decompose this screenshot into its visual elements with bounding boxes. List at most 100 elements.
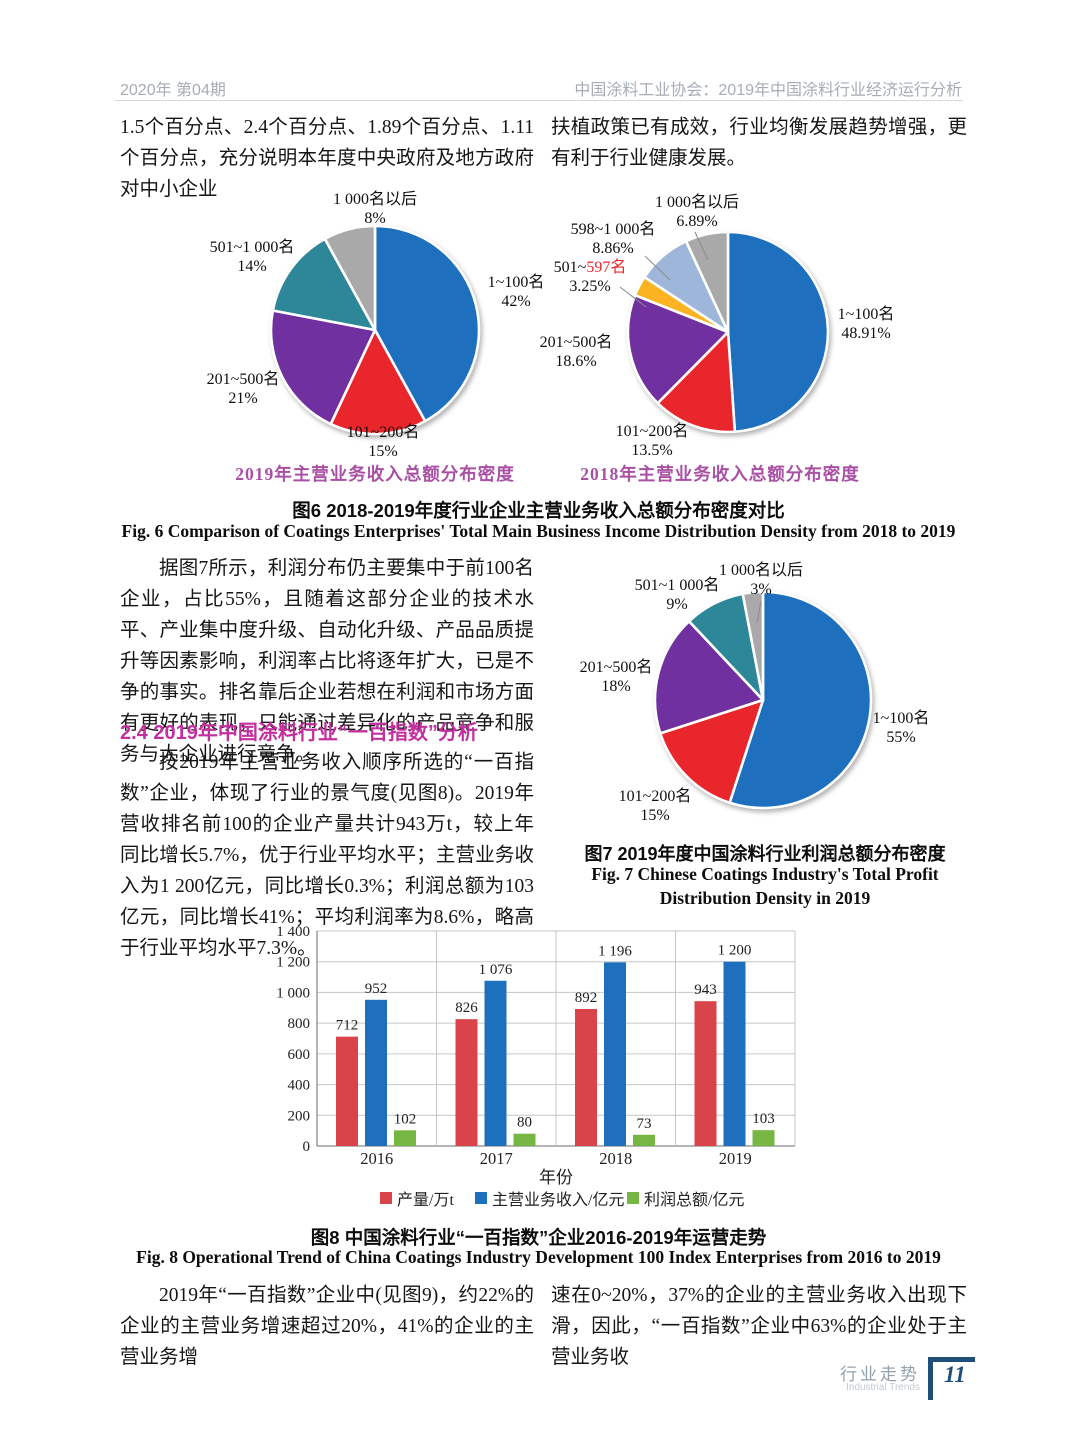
pie-slice <box>728 590 873 810</box>
bar <box>484 980 507 1146</box>
y-axis-tick: 800 <box>288 1016 311 1032</box>
pie-slice-label: 101~200名 13.5% <box>616 422 689 459</box>
bar-chart-fig8-svg: 0 200 400 600 800 1 000 1 200 1 400 712 952 102 201… <box>276 924 796 1187</box>
bar <box>575 1009 597 1146</box>
y-axis-tick: 400 <box>288 1078 311 1094</box>
legend-item-revenue: 主营业务收入/亿元 <box>475 1186 624 1210</box>
leader-line <box>694 231 709 261</box>
bar-value-label: 712 <box>336 1018 359 1034</box>
pie-slice-label: 598~1 000名 8.86% <box>571 220 656 257</box>
pie-slices <box>626 230 830 434</box>
body-paragraph-1: 据图7所示，利润分布仍主要集中于前100名企业，占比55%，且随着这部分企业的技… <box>120 558 534 765</box>
bar <box>723 961 746 1146</box>
pie-slice <box>653 619 765 735</box>
bar <box>513 1133 536 1146</box>
bar <box>633 1134 655 1146</box>
x-axis-label: 2019 <box>719 1149 752 1168</box>
footer-section-zh: 行业走势 <box>840 1365 920 1384</box>
pie-slice <box>329 328 427 436</box>
figure8-caption-zh: 图8 中国涂料行业“一百指数”企业2016-2019年运营走势 <box>310 1227 767 1248</box>
page-number: 11 <box>944 1362 966 1387</box>
bar <box>455 1019 478 1146</box>
legend-swatch-blue-icon <box>475 1192 487 1204</box>
bar <box>336 1036 358 1146</box>
bar-value-label: 826 <box>455 1000 478 1016</box>
leader-line <box>644 255 671 281</box>
bar-legend: 产量/万t 主营业务收入/亿元 利润总额/亿元 <box>280 1186 830 1209</box>
pie-slice-label: 1~100名 42% <box>488 273 545 310</box>
y-axis-tick: 600 <box>288 1047 311 1063</box>
pie-slice-label: 1 000名以后 8% <box>333 190 417 227</box>
figure6-caption-en: Fig. 6 Comparison of Coatings Enterprise… <box>121 521 956 541</box>
leader-line <box>619 286 647 308</box>
pie-slice-label: 101~200名 15% <box>347 423 420 460</box>
pie-chart-2019-profit-svg: 1~100名 55% 101~200名 15% 201~500名 18% 501~1 000… <box>580 561 930 824</box>
bar-value-label: 892 <box>575 990 598 1006</box>
figure8-caption-en: Fig. 8 Operational Trend of China Coatin… <box>136 1247 941 1267</box>
y-axis-tick: 1 200 <box>276 955 310 971</box>
bar-value-label: 952 <box>365 981 388 997</box>
pie-slice <box>269 309 377 426</box>
pie-slice <box>323 224 377 332</box>
x-axis-label: 2017 <box>480 1149 513 1168</box>
y-axis-tick: 1 000 <box>276 985 310 1001</box>
figure7-caption-en-line1: Fig. 7 Chinese Coatings Industry's Total… <box>591 864 939 884</box>
pie-slice-label: 501~1 000名 14% <box>210 238 295 275</box>
pie-slice <box>726 230 830 434</box>
bar-value-label: 103 <box>752 1111 775 1127</box>
pie-slice-label: 1~100名 48.91% <box>838 305 895 342</box>
bar-value-label: 73 <box>637 1116 652 1132</box>
pie-chart-2018-income-svg: 1~100名 48.91% 101~200名 13.5% 201~500名 18.6% 50… <box>540 193 895 459</box>
pie-slice-label: 1 000名以后 3% <box>719 561 803 598</box>
y-axis-tick: 0 <box>303 1139 311 1155</box>
header-issue: 2020年 第04期 <box>120 82 226 99</box>
pie-slice-label: 201~500名 18% <box>580 658 653 695</box>
legend-swatch-green-icon <box>627 1192 639 1204</box>
header-rule <box>115 100 963 101</box>
intro-paragraph-right: 扶植政策已有成效，行业均衡发展趋势增强，更有利于行业健康发展。 <box>551 117 967 169</box>
pie-slice-label: 501~1 000名 9% <box>635 576 720 613</box>
figure7-caption-en-line2: Distribution Density in 2019 <box>659 888 871 908</box>
pie-slice <box>373 224 481 423</box>
section-heading-2-4: 2.4 2019年中国涂料行业“一百指数”分析 <box>120 722 478 744</box>
pie-chart-2019-profit: 1~100名 55% 101~200名 15% 201~500名 18% 501~1 000… <box>560 555 990 855</box>
y-axis-tick: 200 <box>288 1108 311 1124</box>
bar-value-label: 1 076 <box>479 962 513 978</box>
pie-chart-2019-income: 1~100名 42% 101~200名 15% 201~500名 21% 501~1 000… <box>130 190 610 480</box>
x-axis-title: 年份 <box>539 1168 573 1187</box>
x-axis-label: 2016 <box>360 1149 393 1168</box>
figure6-caption-zh: 图6 2018-2019年度行业企业主营业务收入总额分布密度对比 <box>292 500 785 521</box>
pie-caption-2019-income: 2019年主营业务收入总额分布密度 <box>235 464 515 484</box>
legend-swatch-red-icon <box>380 1192 392 1204</box>
bar-chart-fig8: 0 200 400 600 800 1 000 1 200 1 400 712 952 102 201… <box>276 915 830 1190</box>
pie-chart-2018-income: 1~100名 48.91% 101~200名 13.5% 201~500名 18.6% 50… <box>520 190 985 480</box>
figure7-caption-zh: 图7 2019年度中国涂料行业利润总额分布密度 <box>584 844 946 864</box>
pie-slice-label: 101~200名 15% <box>619 787 692 824</box>
closing-paragraph-left: 2019年“一百指数”企业中(见图9)，约22%的企业的主营业务增速超过20%，… <box>120 1285 534 1368</box>
bar-value-label: 1 200 <box>718 943 752 959</box>
pie-slice <box>684 230 730 334</box>
bar-value-label: 1 196 <box>598 943 632 959</box>
bar <box>365 999 387 1146</box>
leader-line <box>756 600 762 624</box>
header-title: 中国涂料工业协会：2019年中国涂料行业经济运行分析 <box>574 82 962 99</box>
pie-slices <box>269 224 481 436</box>
body-paragraph-2: 按2019年主营业务收入顺序所选的“一百指数”企业，体现了行业的景气度(见图8)… <box>120 752 534 959</box>
pie-caption-2018-income: 2018年主营业务收入总额分布密度 <box>580 464 860 484</box>
legend-item-profit: 利润总额/亿元 <box>627 1186 744 1210</box>
intro-paragraph-left: 1.5个百分点、2.4个百分点、1.89个百分点、1.11个百分点，充分说明本年… <box>120 117 534 200</box>
x-axis-label: 2018 <box>599 1149 632 1168</box>
y-axis-tick: 1 400 <box>276 924 310 940</box>
legend-item-output: 产量/万t <box>380 1186 454 1210</box>
pie-slice <box>271 237 377 332</box>
page-number-bracket-icon <box>928 1357 975 1400</box>
pie-slices <box>653 590 873 810</box>
bar-value-label: 102 <box>394 1111 417 1127</box>
pie-chart-2019-income-svg: 1~100名 42% 101~200名 15% 201~500名 21% 501~1 000… <box>207 190 545 460</box>
bar <box>694 1001 717 1146</box>
pie-slice-label: 1 000名以后 6.89% <box>655 193 739 230</box>
legend-label: 产量/万t <box>397 1192 454 1209</box>
pie-slice-label: 201~500名 21% <box>207 370 280 407</box>
legend-label: 利润总额/亿元 <box>644 1192 745 1209</box>
